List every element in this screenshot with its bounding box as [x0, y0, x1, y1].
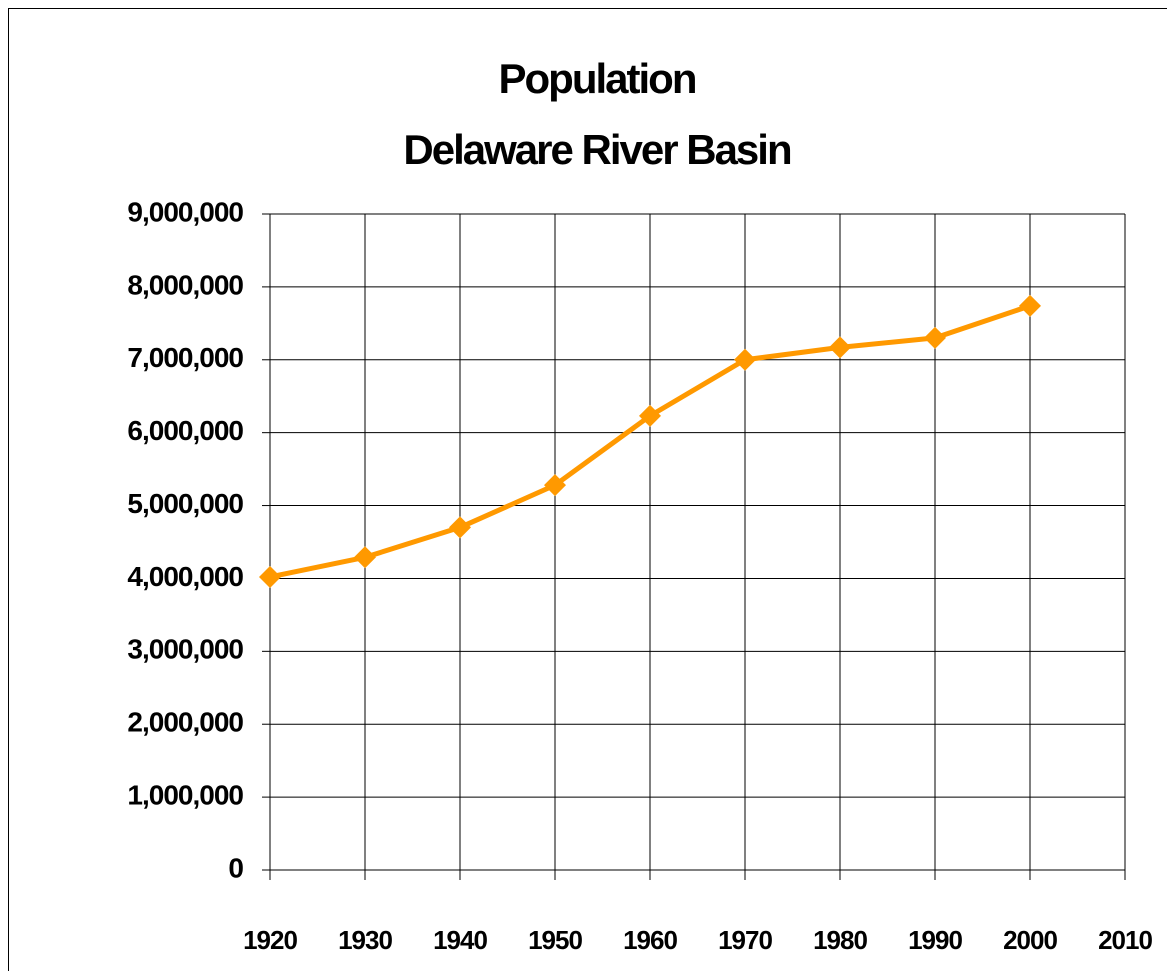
y-tick-label: 0	[228, 852, 243, 883]
y-tick-label: 7,000,000	[127, 342, 243, 373]
x-tick-label: 1970	[718, 925, 772, 955]
x-tick-label: 1980	[813, 925, 867, 955]
marker	[449, 516, 471, 539]
y-tick-label: 3,000,000	[127, 634, 243, 665]
x-tick-label: 2010	[1098, 925, 1152, 955]
x-tick-label: 1920	[243, 925, 297, 955]
marker	[354, 546, 376, 569]
y-tick-label: 6,000,000	[127, 415, 243, 446]
marker	[639, 404, 661, 427]
x-tick-label: 1940	[433, 925, 487, 955]
marker	[924, 326, 946, 349]
marker	[1019, 294, 1041, 317]
chart-subtitle: Delaware River Basin	[403, 126, 791, 173]
marker	[259, 565, 281, 588]
y-tick-label: 4,000,000	[127, 561, 243, 592]
x-tick-label: 1990	[908, 925, 962, 955]
x-tick-label: 2000	[1003, 925, 1057, 955]
marker	[829, 336, 851, 359]
x-tick-label: 1950	[528, 925, 582, 955]
y-tick-label: 2,000,000	[127, 707, 243, 738]
y-tick-label: 9,000,000	[127, 196, 243, 227]
x-tick-label: 1930	[338, 925, 392, 955]
marker	[734, 348, 756, 371]
marker	[544, 474, 566, 497]
chart-frame	[8, 8, 1167, 971]
y-tick-label: 8,000,000	[127, 269, 243, 300]
chart-title: Population	[499, 55, 696, 102]
y-tick-label: 5,000,000	[127, 488, 243, 519]
x-tick-label: 1960	[623, 925, 677, 955]
y-tick-label: 1,000,000	[127, 780, 243, 811]
